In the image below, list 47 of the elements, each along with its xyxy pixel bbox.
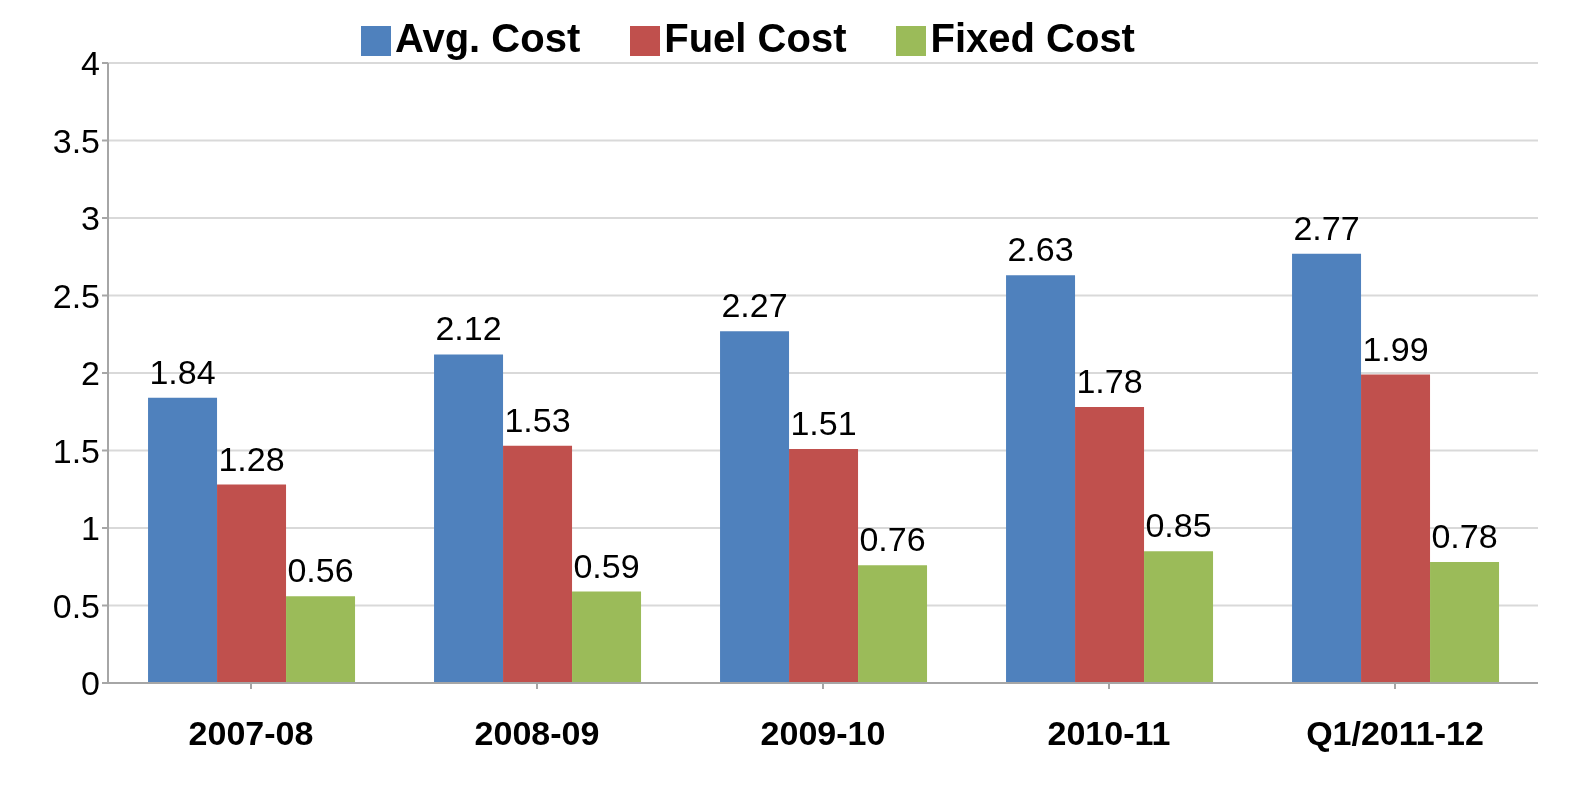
data-label: 1.53 — [504, 400, 571, 439]
legend-label: Fuel Cost — [664, 16, 847, 60]
bar — [789, 448, 859, 683]
y-tick-label: 0.5 — [52, 586, 100, 625]
bar — [572, 591, 642, 683]
data-label: 1.78 — [1076, 362, 1143, 401]
bar — [148, 397, 218, 683]
data-label: 0.56 — [287, 551, 354, 590]
x-tick-label: 2009-10 — [760, 714, 886, 753]
y-tick-label: 3 — [81, 199, 100, 238]
x-tick-label: 2010-11 — [1047, 714, 1171, 753]
data-label: 0.78 — [1431, 517, 1498, 556]
y-tick-label: 1.5 — [52, 431, 100, 470]
y-tick-label: 2.5 — [52, 276, 100, 315]
data-label: 2.12 — [435, 309, 502, 348]
bar — [1075, 407, 1145, 683]
x-tick-label: 2008-09 — [474, 714, 600, 753]
bar — [434, 354, 504, 683]
y-tick-label: 0 — [81, 664, 100, 703]
legend-label: Fixed Cost — [930, 16, 1135, 60]
data-label: 2.63 — [1007, 230, 1074, 269]
y-tick-label: 1 — [81, 509, 100, 548]
bar — [720, 331, 790, 683]
y-tick-label: 3.5 — [52, 121, 100, 160]
bar — [1292, 253, 1362, 683]
x-tick-label: 2007-08 — [188, 714, 314, 753]
bar — [1430, 562, 1500, 683]
bar — [1144, 551, 1214, 683]
data-label: 1.51 — [790, 403, 857, 442]
data-label: 2.27 — [721, 286, 788, 325]
legend-label: Avg. Cost — [395, 16, 581, 60]
data-label: 0.59 — [573, 546, 640, 585]
bar — [1361, 374, 1431, 683]
data-label: 2.77 — [1293, 208, 1360, 247]
data-label: 0.76 — [859, 520, 926, 559]
data-label: 0.85 — [1145, 506, 1212, 545]
data-label: 1.28 — [218, 439, 285, 478]
data-label: 1.84 — [149, 352, 216, 391]
bar — [217, 484, 287, 683]
x-tick-label: Q1/2011-12 — [1306, 714, 1484, 753]
bar — [1006, 275, 1076, 683]
y-tick-label: 4 — [81, 44, 100, 83]
y-tick-label: 2 — [81, 354, 100, 393]
bar — [503, 445, 573, 683]
bar — [286, 596, 356, 683]
data-label: 1.99 — [1362, 329, 1429, 368]
bar — [858, 565, 928, 683]
